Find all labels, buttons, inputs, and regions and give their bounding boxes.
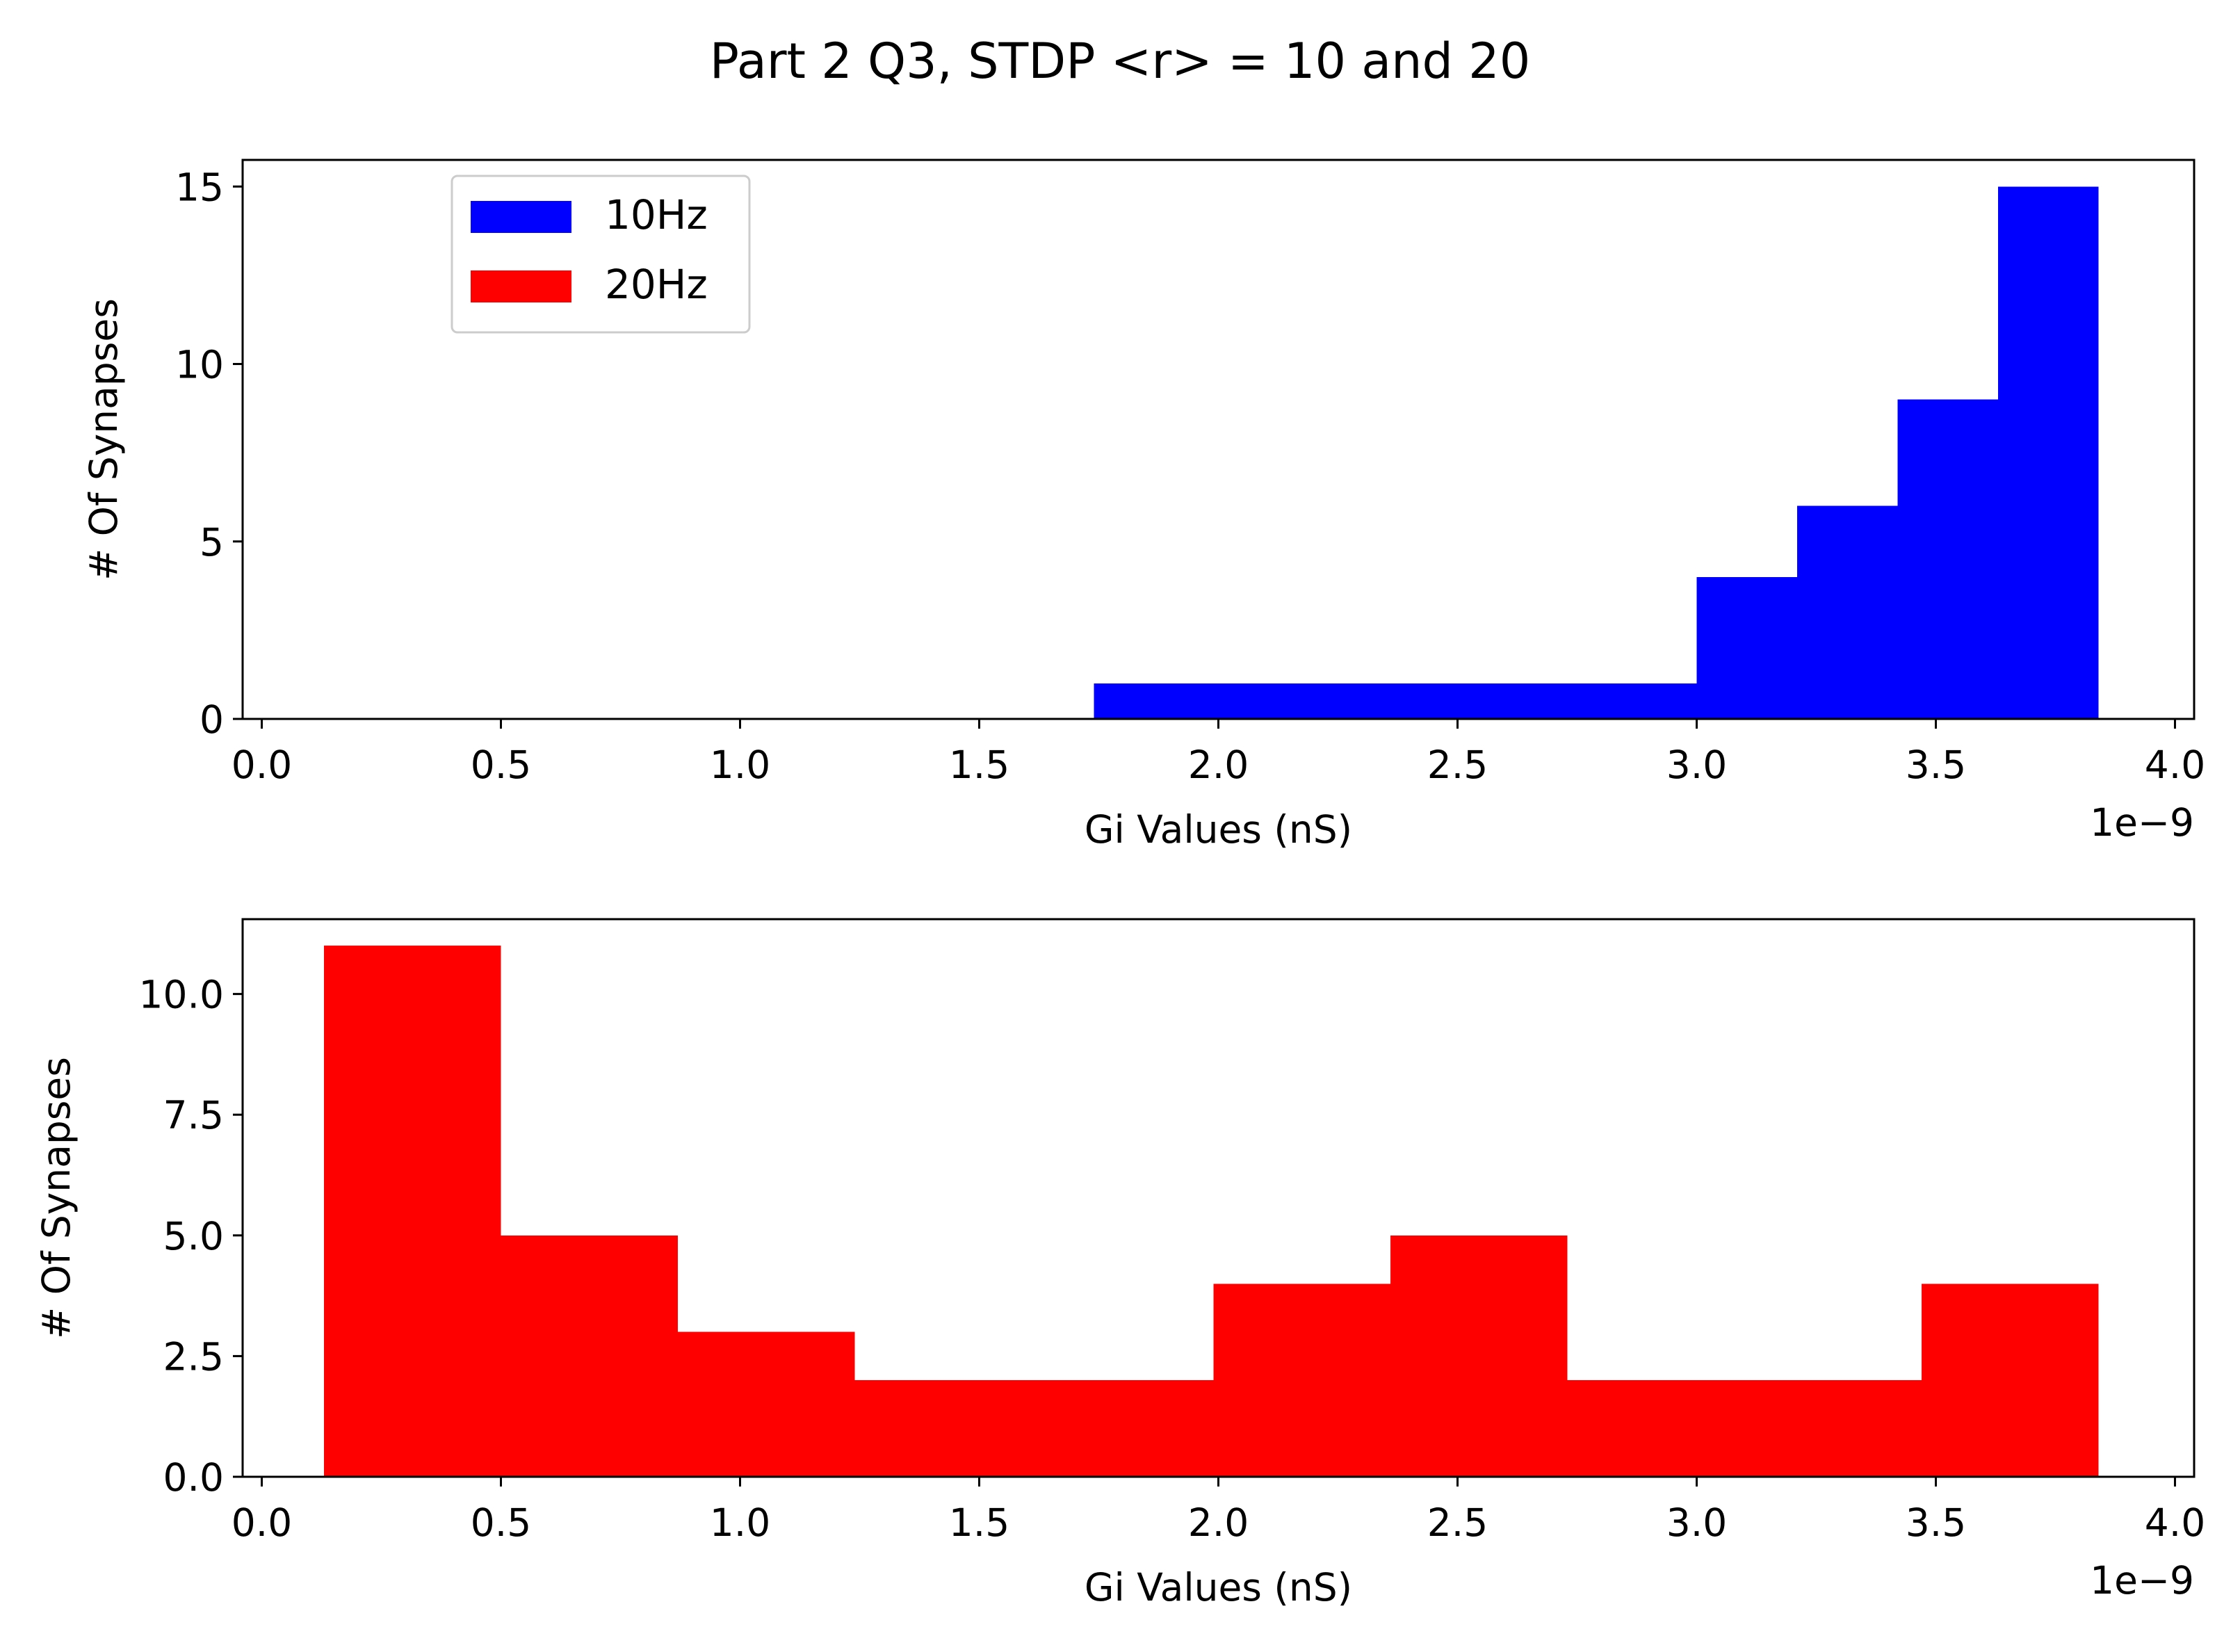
x-tick-label: 0.5 (471, 1500, 531, 1545)
y-tick-label: 7.5 (163, 1093, 224, 1137)
y-tick-label: 10.0 (139, 973, 224, 1017)
y-tick-label: 10 (175, 343, 224, 387)
x-axis-label: Gi Values (nS) (1085, 1565, 1352, 1610)
x-tick-label: 3.0 (1666, 743, 1727, 787)
x-tick-label: 1.0 (710, 1500, 770, 1545)
x-tick-label: 3.0 (1666, 1500, 1727, 1545)
figure-title: Part 2 Q3, STDP <r> = 10 and 20 (710, 33, 1531, 90)
legend-label: 10Hz (605, 191, 708, 238)
histogram-bar (1213, 1283, 1391, 1477)
histogram-bar (854, 1380, 1032, 1477)
x-tick-label: 3.5 (1906, 1500, 1966, 1545)
histogram-bar (323, 946, 501, 1477)
x-offset-text: 1e−9 (2090, 1558, 2194, 1603)
x-tick-label: 0.0 (232, 743, 292, 787)
x-tick-label: 0.0 (232, 1500, 292, 1545)
x-offset-text: 1e−9 (2090, 800, 2194, 845)
y-tick-label: 5 (200, 520, 224, 565)
histogram-bar (1744, 1380, 1922, 1477)
x-tick-label: 1.0 (710, 743, 770, 787)
histogram-bar (678, 1331, 855, 1477)
y-tick-label: 0 (200, 697, 224, 742)
legend-label: 20Hz (605, 261, 708, 308)
x-tick-label: 2.5 (1427, 743, 1488, 787)
y-axis-label: # Of Synapses (81, 298, 126, 581)
histogram-bar (1997, 186, 2099, 719)
legend-swatch (471, 270, 571, 302)
x-tick-label: 1.5 (949, 1500, 1009, 1545)
x-axis-label: Gi Values (nS) (1085, 807, 1352, 852)
histogram-bar (1390, 1235, 1568, 1477)
x-tick-label: 4.0 (2145, 1500, 2205, 1545)
x-tick-label: 3.5 (1906, 743, 1966, 787)
x-tick-label: 2.0 (1188, 1500, 1249, 1545)
x-tick-label: 1.5 (949, 743, 1009, 787)
histogram-bar (1032, 1380, 1214, 1477)
y-axis-label: # Of Synapses (34, 1057, 79, 1339)
x-tick-label: 2.0 (1188, 743, 1249, 787)
y-tick-label: 0.0 (163, 1455, 224, 1500)
histogram-bar (1796, 505, 1898, 719)
x-tick-label: 0.5 (471, 743, 531, 787)
bars-group (1094, 186, 2099, 719)
y-tick-label: 15 (175, 165, 224, 209)
bars-group (323, 946, 2099, 1477)
x-axis-ticks: 0.0 0.5 1.0 1.5 2.0 2.5 3.0 3.5 4.0 (232, 1477, 2205, 1545)
histogram-bar (1567, 1380, 1745, 1477)
histogram-bar (1696, 576, 1797, 719)
histogram-bar (1897, 399, 1998, 719)
legend: 10Hz 20Hz (451, 175, 751, 334)
plots: 0.0 0.5 1.0 1.5 2.0 2.5 3.0 3.5 4.0 0 5 10 15 Gi Valu… (34, 159, 2205, 1610)
x-tick-label: 2.5 (1427, 1500, 1488, 1545)
histogram-bar (501, 1235, 679, 1477)
y-axis-ticks: 0 5 10 15 (175, 165, 243, 742)
histogram-bar (1921, 1283, 2099, 1477)
legend-swatch (471, 201, 571, 233)
y-tick-label: 5.0 (163, 1214, 224, 1258)
x-tick-label: 4.0 (2145, 743, 2205, 787)
histogram-bar (1094, 683, 1697, 719)
subplot-1: 0.0 0.5 1.0 1.5 2.0 2.5 3.0 3.5 4.0 0 5 10 15 Gi Valu… (81, 159, 2205, 852)
x-axis-ticks: 0.0 0.5 1.0 1.5 2.0 2.5 3.0 3.5 4.0 (232, 719, 2205, 787)
subplot-2: 0.0 0.5 1.0 1.5 2.0 2.5 3.0 3.5 4.0 0.0 2.5 5.0 7.5 1… (34, 918, 2205, 1610)
y-tick-label: 2.5 (163, 1334, 224, 1379)
y-axis-ticks: 0.0 2.5 5.0 7.5 10.0 (139, 973, 243, 1500)
